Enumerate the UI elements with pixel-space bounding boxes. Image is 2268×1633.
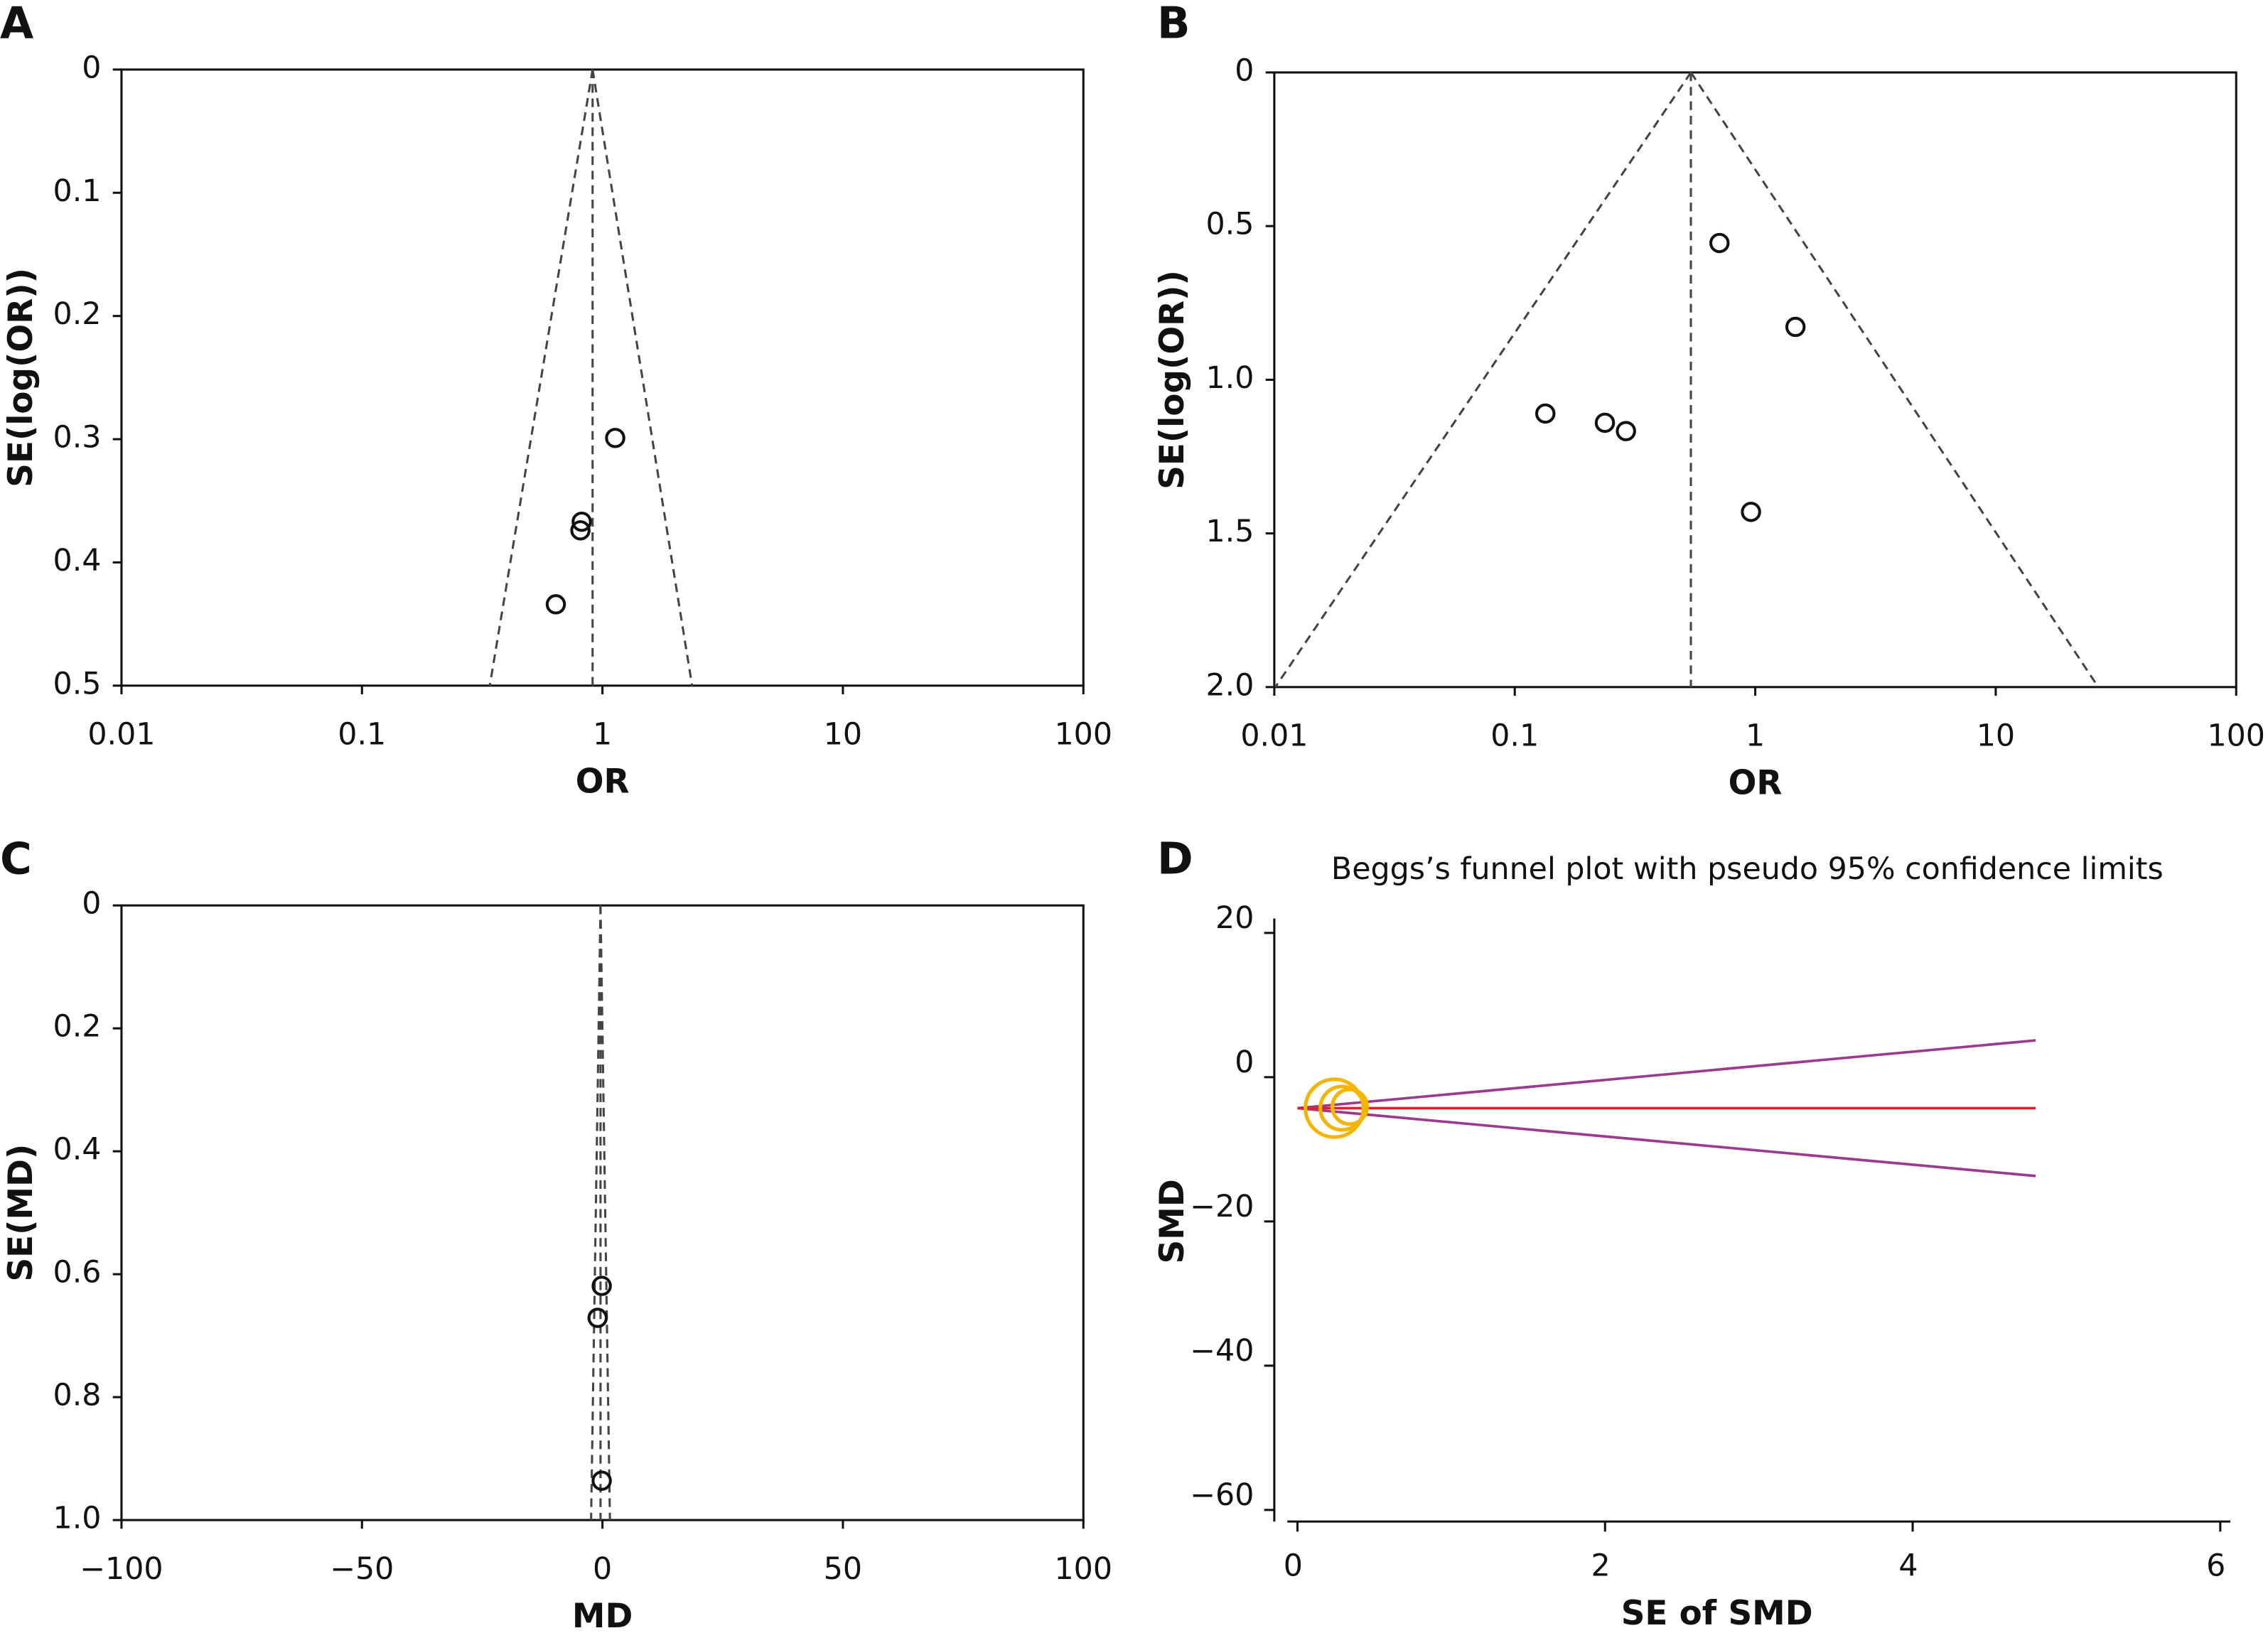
study-bubble <box>1331 1087 1370 1126</box>
y-tick-label: 0 <box>82 886 101 922</box>
study-bubble <box>1318 1084 1366 1132</box>
x-tick-label: 0 <box>593 1551 612 1587</box>
panel-letter: B <box>1157 0 1191 48</box>
funnel-limit <box>591 69 694 686</box>
x-tick-label: −100 <box>80 1551 163 1587</box>
x-tick-label: 2 <box>1591 1548 1611 1584</box>
panel-letter: C <box>0 834 32 885</box>
x-tick-label: 100 <box>2207 718 2265 754</box>
funnel-limit <box>599 905 611 1521</box>
study-point <box>545 594 566 615</box>
y-tick-label: 0.5 <box>53 666 102 701</box>
y-axis-title: SE(MD) <box>2 1144 41 1282</box>
y-tick-label: 2.0 <box>1205 667 1254 703</box>
x-tick-label: 0 <box>1284 1548 1303 1584</box>
y-axis-title: SMD <box>1154 1179 1192 1263</box>
x-axis-title: OR <box>1729 765 1783 803</box>
study-point <box>591 1470 612 1491</box>
study-point <box>1785 316 1806 338</box>
x-axis-title: SE of SMD <box>1621 1595 1813 1633</box>
study-point <box>591 1276 612 1296</box>
chart-title: Beggs’s funnel plot with pseudo 95% conf… <box>1331 851 2164 887</box>
x-tick-label: 50 <box>824 1551 862 1587</box>
funnel-limit <box>1689 72 2100 688</box>
x-tick-label: 1 <box>593 717 612 753</box>
x-tick-label: 6 <box>2206 1548 2225 1584</box>
x-axis-title: OR <box>576 763 630 802</box>
panel-letter: D <box>1157 834 1193 885</box>
y-tick-label: 0.1 <box>53 173 102 209</box>
y-tick-label: −20 <box>1190 1189 1254 1224</box>
x-tick-label: 0.01 <box>1240 718 1308 754</box>
study-point <box>1594 412 1616 433</box>
y-tick-label: 0.2 <box>53 1009 102 1045</box>
y-tick-label: 0 <box>1235 53 1254 88</box>
x-axis-title: MD <box>572 1597 633 1633</box>
x-tick-label: 0.1 <box>1490 718 1539 754</box>
funnel-limit <box>590 905 602 1521</box>
plot-frame <box>120 68 1085 687</box>
y-axis-title: SE(log(OR)) <box>2 268 41 487</box>
study-point <box>1535 403 1556 424</box>
x-tick-label: 10 <box>824 717 862 753</box>
y-tick-label: 20 <box>1215 900 1254 936</box>
y-tick-label: 0.4 <box>53 1132 102 1168</box>
x-tick-label: 100 <box>1054 1551 1112 1587</box>
y-tick-label: 1.0 <box>1205 360 1254 396</box>
study-point <box>1741 502 1761 522</box>
x-tick-label: 10 <box>1977 718 2015 754</box>
y-tick-label: 1.5 <box>1205 514 1254 549</box>
y-tick-label: 0.6 <box>53 1255 102 1290</box>
x-tick-label: 1 <box>1746 718 1765 754</box>
y-tick-label: 0.3 <box>53 420 102 456</box>
panel-letter: A <box>0 0 33 48</box>
funnel-limit <box>488 69 594 686</box>
study-point <box>605 428 625 448</box>
y-tick-label: 0.8 <box>53 1378 102 1413</box>
y-tick-label: −40 <box>1190 1333 1254 1369</box>
y-tick-label: −60 <box>1190 1477 1254 1513</box>
y-tick-label: 0 <box>82 50 101 85</box>
study-point <box>570 520 591 541</box>
lower-limit <box>1297 1106 2036 1177</box>
upper-limit <box>1297 1039 2036 1110</box>
plot-frame <box>1273 71 2237 689</box>
y-tick-label: 0 <box>1235 1045 1254 1080</box>
y-axis-title: SE(log(OR)) <box>1154 270 1192 490</box>
study-point <box>1709 232 1730 254</box>
x-tick-label: 4 <box>1898 1548 1918 1584</box>
funnel-limit <box>1274 72 1692 688</box>
x-tick-label: −50 <box>330 1551 394 1587</box>
x-tick-label: 0.01 <box>87 717 155 753</box>
x-tick-label: 0.1 <box>338 717 386 753</box>
y-tick-label: 0.5 <box>1205 207 1254 242</box>
study-point <box>1616 421 1636 441</box>
study-point <box>571 511 592 532</box>
study-point <box>587 1308 608 1328</box>
x-tick-label: 100 <box>1054 717 1112 753</box>
y-tick-label: 1.0 <box>53 1501 102 1536</box>
y-tick-label: 0.2 <box>53 296 102 332</box>
y-tick-label: 0.4 <box>53 543 102 578</box>
